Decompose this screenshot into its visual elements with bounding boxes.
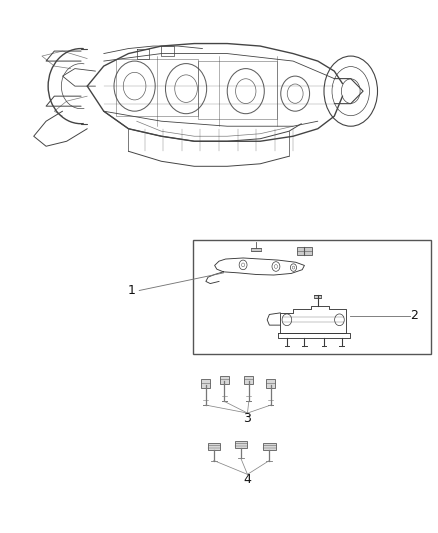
Text: 2: 2: [410, 309, 418, 322]
Bar: [263, 443, 276, 450]
Bar: [193, 240, 431, 354]
Bar: [198, 61, 277, 119]
Bar: [116, 59, 198, 116]
Bar: [297, 247, 312, 255]
Bar: [208, 443, 220, 450]
Bar: [244, 376, 253, 384]
Bar: [201, 379, 210, 388]
Bar: [235, 441, 247, 448]
Bar: [266, 379, 275, 388]
Text: 4: 4: [244, 473, 251, 486]
Bar: [251, 248, 261, 251]
Bar: [220, 376, 229, 384]
Text: 1: 1: [127, 284, 135, 297]
Bar: [314, 295, 321, 298]
Text: 3: 3: [244, 412, 251, 425]
